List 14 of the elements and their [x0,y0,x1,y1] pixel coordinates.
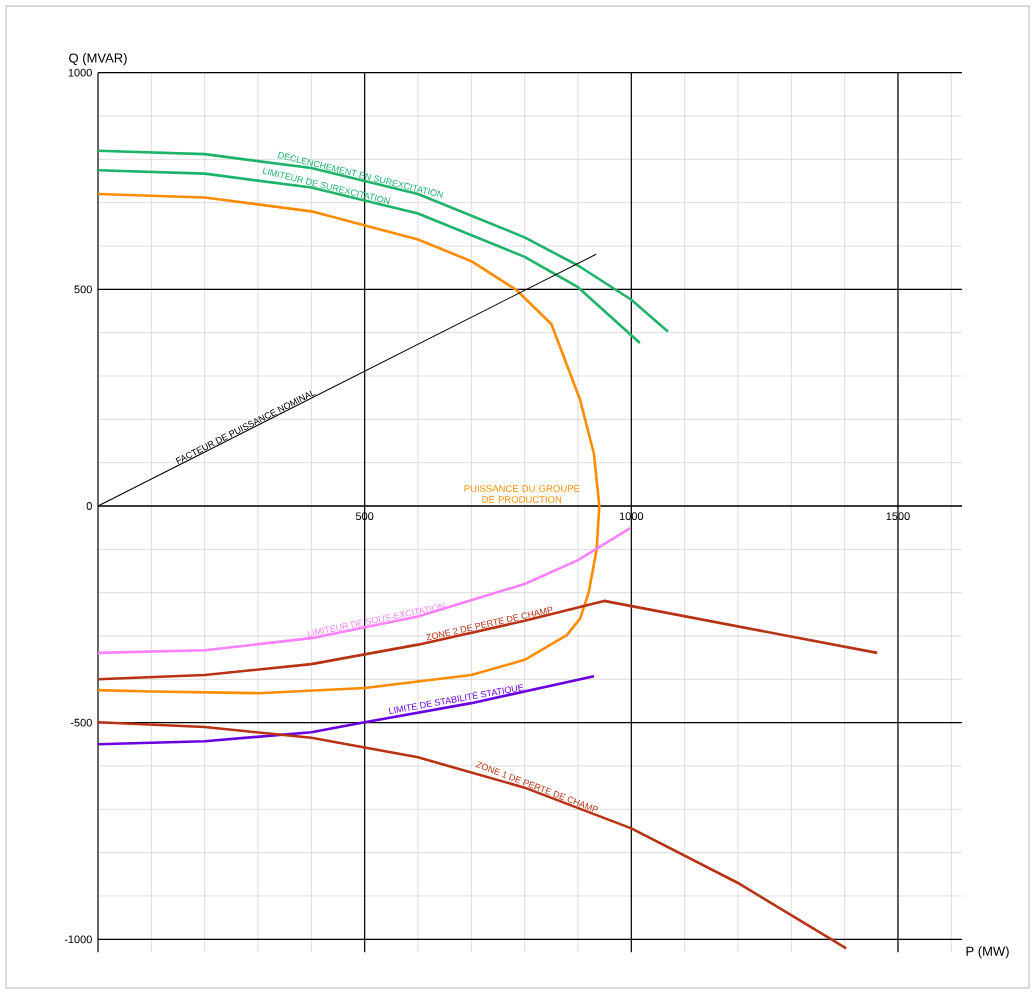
y-tick-label: -1000 [64,935,92,944]
y-tick-label: -500 [70,718,92,727]
text: LIMITE DE STABILITÉ STATIQUE [388,684,524,715]
line-series [96,674,596,746]
y-axis-title: Q (MVAR) [69,53,127,66]
line-series [96,599,879,681]
y-tick-label: 1000 [68,68,92,77]
line-series [96,720,848,950]
line-series [96,526,632,655]
series-label: PUISSANCE DU GROUPE DE PRODUCTION [464,485,580,503]
y-tick-label: 0 [86,502,92,510]
line-series [96,149,670,334]
y-tick-label: 500 [74,285,92,294]
x-axis-title: P (MW) [966,946,1009,959]
